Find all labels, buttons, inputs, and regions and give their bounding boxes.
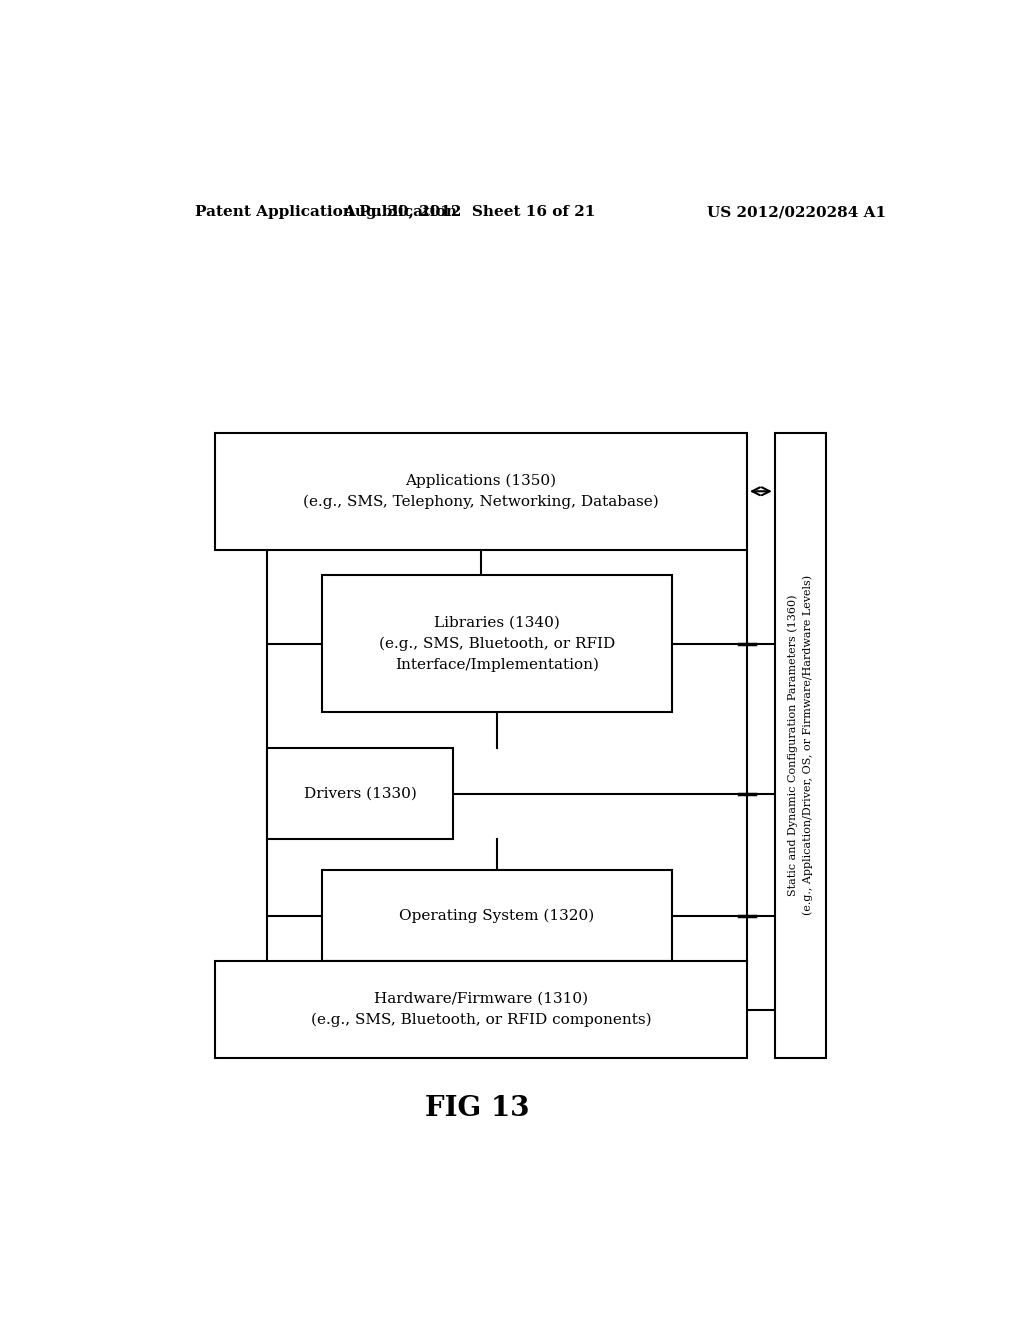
Text: Hardware/Firmware (1310)
(e.g., SMS, Bluetooth, or RFID components): Hardware/Firmware (1310) (e.g., SMS, Blu… [311, 993, 651, 1027]
Bar [775, 433, 826, 1057]
Bar [267, 748, 454, 840]
Text: Operating System (1320): Operating System (1320) [399, 908, 595, 923]
Text: US 2012/0220284 A1: US 2012/0220284 A1 [708, 206, 887, 219]
Text: Libraries (1340)
(e.g., SMS, Bluetooth, or RFID
Interface/Implementation): Libraries (1340) (e.g., SMS, Bluetooth, … [379, 615, 615, 672]
Text: Aug. 30, 2012  Sheet 16 of 21: Aug. 30, 2012 Sheet 16 of 21 [343, 206, 595, 219]
Bar [323, 576, 672, 713]
Bar [215, 433, 748, 549]
Text: Drivers (1330): Drivers (1330) [304, 787, 417, 801]
Text: Patent Application Publication: Patent Application Publication [196, 206, 458, 219]
Text: FIG 13: FIG 13 [425, 1096, 529, 1122]
Text: Applications (1350)
(e.g., SMS, Telephony, Networking, Database): Applications (1350) (e.g., SMS, Telephon… [303, 474, 659, 510]
Bar [323, 870, 672, 961]
Bar [215, 961, 748, 1057]
Text: Static and Dynamic Configuration Parameters (1360)
(e.g., Application/Driver, OS: Static and Dynamic Configuration Paramet… [787, 576, 813, 916]
